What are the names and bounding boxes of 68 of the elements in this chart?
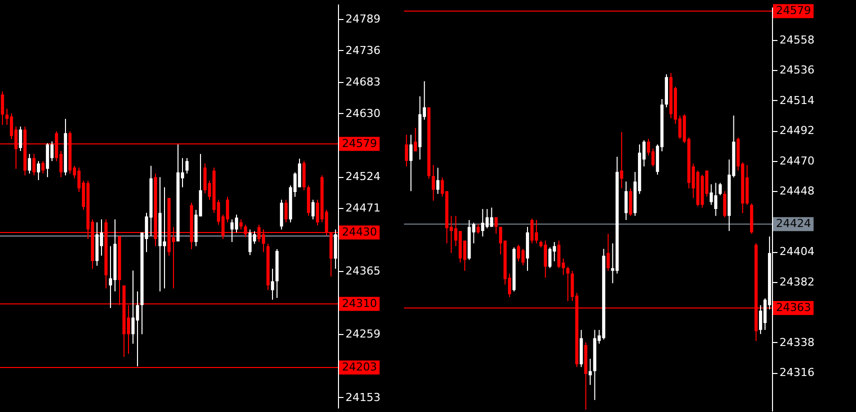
candlestick: [270, 268, 274, 300]
candlestick: [414, 127, 417, 152]
y-tick-label: 24524: [346, 170, 380, 184]
candlestick: [481, 208, 484, 237]
candlestick: [436, 167, 440, 194]
candlestick: [521, 248, 525, 266]
candlestick: [629, 188, 632, 216]
y-tick-label: 24259: [346, 328, 380, 341]
candlestick: [185, 158, 189, 174]
y-tick-label: 24558: [780, 33, 814, 46]
y-tick-label: 24492: [780, 124, 814, 138]
ref-line-label: 24363: [776, 300, 811, 314]
candlestick: [476, 224, 480, 234]
y-tick-label: 24382: [780, 275, 814, 288]
ref-line-label: 24430: [342, 225, 377, 238]
y-tick-label: 24471: [346, 202, 380, 215]
candlestick: [723, 190, 726, 218]
candlestick: [239, 218, 243, 230]
y-tick-label: 24470: [780, 154, 814, 168]
candlestick: [136, 290, 140, 367]
candlestick: [311, 199, 315, 220]
candlestick: [108, 246, 112, 309]
candlestick: [298, 158, 302, 188]
candlestick: [28, 153, 32, 174]
candlestick: [718, 182, 722, 196]
candlestick: [41, 160, 45, 174]
y-tick-label: 24630: [346, 106, 380, 120]
candlestick: [404, 134, 408, 167]
candlestick: [234, 214, 238, 233]
y-tick-label: 24736: [346, 44, 380, 57]
y-tick-label: 24536: [780, 64, 814, 77]
candlestick: [280, 199, 284, 230]
ref-line-label: 24310: [342, 296, 377, 310]
y-tick-label: 24338: [780, 336, 814, 349]
y-tick-label: 24153: [346, 390, 380, 404]
candlestick: [32, 153, 36, 176]
candlestick: [606, 233, 610, 272]
candlestick: [230, 218, 234, 242]
y-tick-label: 24683: [346, 75, 380, 88]
ref-line-label: 24203: [342, 360, 377, 374]
candlestick: [36, 160, 40, 181]
y-tick-label: 24514: [780, 94, 814, 107]
candlestick: [432, 164, 435, 202]
candlestick: [566, 266, 570, 302]
candlestick: [620, 132, 624, 189]
candlestick: [516, 244, 520, 262]
y-tick-label: 24448: [780, 184, 814, 198]
ref-line-label: 24579: [342, 136, 377, 150]
ref-line-label: 24579: [776, 4, 811, 18]
candlestick: [409, 134, 413, 192]
candlestick: [18, 126, 22, 152]
candlestick: [203, 162, 207, 194]
y-tick-label: 24789: [346, 12, 380, 26]
candlestick: [494, 216, 498, 234]
candlestick: [544, 240, 547, 278]
candlestick: [588, 358, 592, 386]
candlestick: [284, 199, 288, 223]
y-tick-label: 24365: [346, 264, 380, 278]
y-tick-label: 24316: [780, 366, 814, 380]
candlestick: [534, 219, 538, 244]
candlestick: [624, 181, 628, 220]
candlestick: [248, 229, 252, 256]
candlestick: [162, 186, 166, 289]
y-tick-label: 24404: [780, 245, 814, 258]
ref-line-label: 24424: [776, 217, 811, 230]
candlestick: [530, 218, 534, 244]
candlestick: [0, 90, 4, 126]
candlestick: [131, 270, 135, 344]
